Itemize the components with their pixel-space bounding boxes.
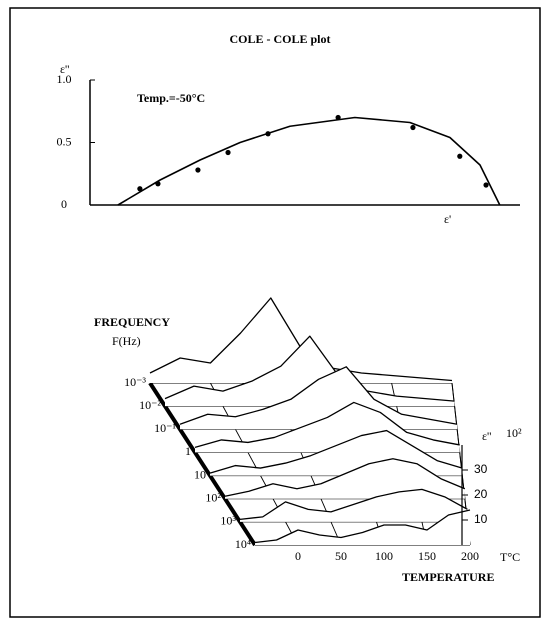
y-tick-label: 10³ [220, 514, 236, 528]
z-tick-label: 10 [474, 512, 488, 526]
curve-fill [240, 489, 468, 522]
curve-fill [165, 336, 455, 407]
trace [239, 488, 468, 521]
data-point [155, 181, 161, 187]
x-axis-label: ε' [444, 212, 451, 226]
data-point [195, 167, 201, 173]
trace [164, 335, 455, 402]
curve-fill [150, 298, 452, 383]
y-tick-label: 10⁻³ [124, 375, 146, 389]
chart-title: COLE - COLE plot [229, 32, 330, 46]
z-tick-label: 20 [474, 487, 488, 501]
data-point [137, 186, 143, 192]
data-point [225, 149, 231, 156]
annotation: Temp.=-50°C [137, 91, 205, 105]
trace [254, 509, 471, 544]
x-tick-label: 150 [418, 549, 436, 563]
z-axis-unit: 10² [506, 426, 522, 440]
x-axis-label: TEMPERATURE [402, 570, 494, 584]
y-tick-label: 10⁻² [139, 398, 161, 412]
data-point [457, 153, 463, 159]
data-point [265, 131, 271, 137]
y-tick-label: 0 [61, 197, 67, 211]
data-point [410, 124, 416, 131]
fit-curve [117, 116, 501, 206]
y-tick-label: 1.0 [57, 72, 72, 86]
y-tick-label: 10 [194, 467, 206, 481]
trace [209, 429, 463, 474]
x-tick-label: 100 [375, 549, 393, 563]
y-axis-unit: F(Hz) [112, 334, 141, 348]
curve-fill [225, 458, 465, 499]
y-tick-label: 1 [185, 444, 191, 458]
x-tick-label: 200 [461, 549, 479, 563]
x-tick-label: 0 [295, 549, 301, 563]
y-tick-label: 10² [205, 490, 221, 504]
y-axis-label: FREQUENCY [94, 315, 170, 329]
trace [194, 401, 460, 449]
curve-fill [255, 510, 470, 545]
y-tick-label: 10⁻¹ [154, 421, 176, 435]
data-point [335, 114, 341, 121]
data-point [483, 182, 489, 188]
z-axis-label: ε'' [482, 429, 491, 443]
y-tick-label: 10⁴ [235, 537, 251, 551]
z-tick-label: 30 [474, 462, 488, 476]
y-tick-label: 0.5 [57, 134, 72, 148]
frame [9, 7, 541, 618]
y-axis-label: ε'' [60, 62, 69, 76]
trace [224, 458, 466, 497]
x-axis-unit: T°C [500, 550, 520, 564]
x-tick-label: 50 [335, 549, 347, 563]
left-edge [148, 381, 257, 547]
trace [179, 366, 458, 425]
